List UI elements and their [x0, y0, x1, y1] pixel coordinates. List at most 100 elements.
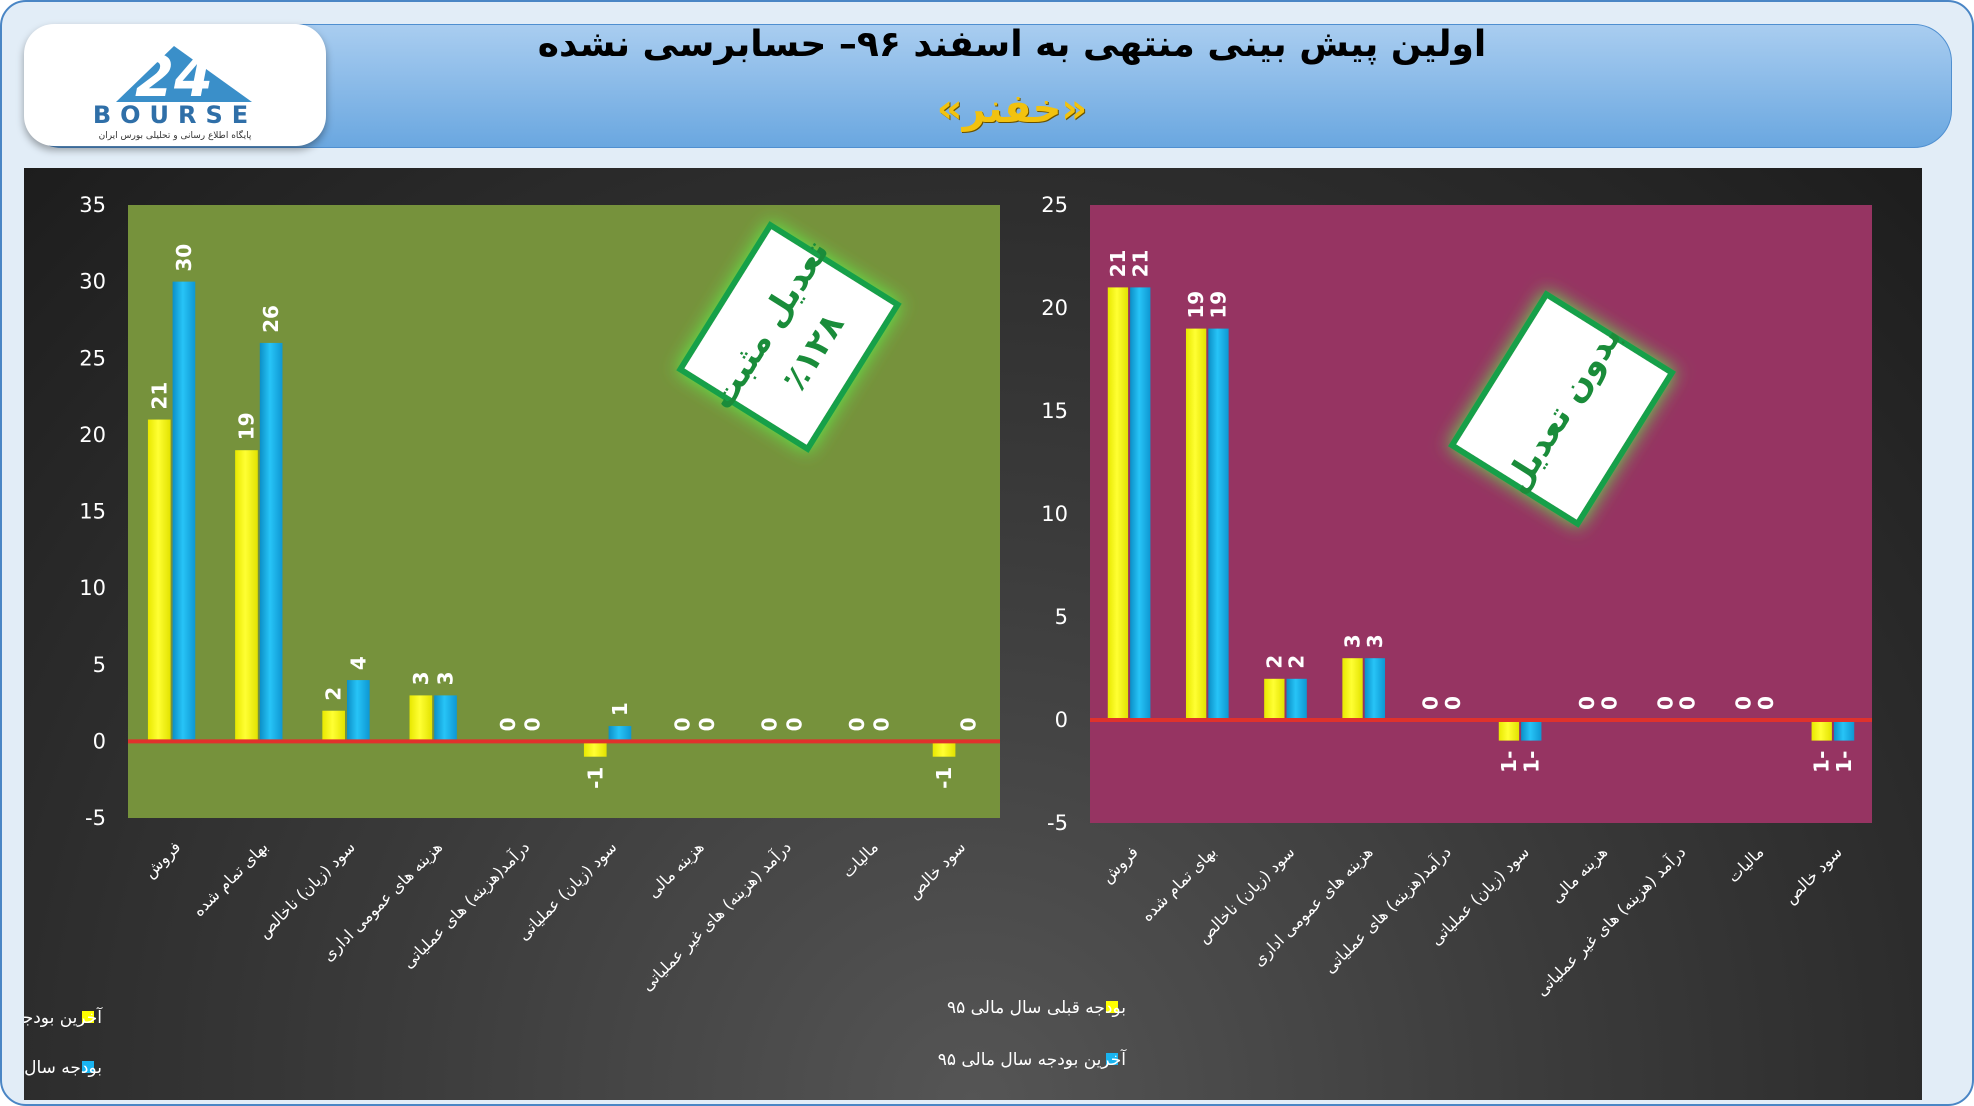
legend-swatch [82, 1061, 94, 1073]
y-tick-label: 15 [79, 500, 106, 524]
bar-yellow [1107, 287, 1129, 720]
data-label: 3 [1341, 634, 1365, 648]
bar-yellow [583, 741, 607, 757]
badge-box [1447, 290, 1677, 528]
y-tick-label: -5 [1047, 811, 1068, 835]
adjustment-badge: بدون تعدیل [1447, 290, 1677, 528]
legend-label: آخرین بودجه سال مالی ۹۵ [24, 1006, 103, 1028]
data-label: 0 [782, 717, 806, 731]
y-tick-label: 0 [1055, 708, 1068, 732]
data-label: 0 [957, 717, 981, 731]
data-label: 0 [521, 717, 545, 731]
x-category-label: درآمد (هزینه) های غیر عملیاتی [637, 837, 795, 995]
data-label: 0 [1676, 696, 1700, 710]
legend-swatch [82, 1011, 94, 1023]
bar-yellow [1342, 658, 1363, 720]
y-tick-label: 20 [1041, 296, 1068, 320]
x-category-label: مالیات [1724, 842, 1768, 886]
bar-blue [259, 342, 283, 742]
data-label: 0 [670, 717, 694, 731]
x-category-label: درآمد(هزینه) های عملیاتی [1320, 842, 1455, 977]
data-label: -1 [932, 767, 956, 789]
bar-blue [1130, 287, 1151, 720]
x-category-label: بهای تمام شده [189, 837, 272, 920]
legend-swatch [1106, 1001, 1118, 1013]
data-label: 19 [234, 412, 258, 440]
page-subtitle: «خفنر» [936, 86, 1088, 132]
y-tick-label: 5 [93, 653, 106, 677]
data-label: 2 [1262, 655, 1286, 669]
data-label: 21 [147, 382, 171, 410]
y-tick-label: 25 [1041, 193, 1068, 217]
bar-blue [172, 281, 196, 742]
data-label: 19 [1184, 291, 1208, 319]
badge-box [676, 221, 902, 453]
logo-tagline: پایگاه اطلاع رسانی و تحلیلی بورس ایران [99, 129, 252, 141]
data-label: -1 [583, 767, 607, 789]
charts-panel: 35 30 25 20 15 10 5 0 -5 21 19 2 3 0 -1 0 0 0 -1 30 26 4 3 0 1 0 0… [2, 168, 1922, 1100]
data-label: 3 [1363, 634, 1387, 648]
y-tick-label: 15 [1041, 399, 1068, 423]
bar-blue [608, 726, 632, 742]
data-label: 0 [695, 717, 719, 731]
bar-yellow [1185, 328, 1207, 720]
data-label: 21 [1128, 250, 1152, 278]
data-label: 4 [346, 656, 370, 670]
data-label: 0 [1754, 696, 1778, 710]
y-tick-label: 35 [79, 193, 106, 217]
legend-label: آخرین بودجه سال مالی ۹۵ [938, 1048, 1128, 1070]
logo-triangle [116, 46, 252, 102]
data-label: 30 [172, 244, 196, 272]
data-label: 0 [1441, 696, 1465, 710]
x-category-label: درآمد (هزینه) های غیر عملیاتی [1532, 842, 1690, 1000]
data-label: 0 [758, 717, 782, 731]
bar-yellow [932, 741, 956, 757]
x-category-label: سود خالص [1781, 842, 1847, 908]
legend-label: بودجه قبلی سال مالی ۹۵ [947, 998, 1126, 1018]
bourse24-logo: 24 BOURSE پایگاه اطلاع رسانی و تحلیلی بو… [24, 24, 326, 146]
y-tick-label: -5 [85, 806, 106, 830]
data-label: 0 [1419, 696, 1443, 710]
x-category-label: هزینه مالی [1547, 842, 1612, 907]
data-label: 1 [608, 702, 632, 716]
bar-blue [1833, 720, 1855, 741]
y-tick-label: 20 [79, 423, 106, 447]
y-tick-label: 10 [79, 576, 106, 600]
x-category-label: هزینه مالی [643, 837, 708, 902]
data-label: 2 [1285, 655, 1309, 669]
data-label: 1- [1519, 751, 1543, 773]
data-label: 3 [434, 671, 458, 685]
bar-yellow [322, 710, 345, 742]
bar-blue [434, 695, 457, 742]
x-category-label: بهای تمام شده [1137, 842, 1220, 925]
data-label: 21 [1106, 250, 1130, 278]
legend-swatch [1106, 1053, 1118, 1065]
data-label: 0 [1575, 696, 1599, 710]
data-label: 0 [845, 717, 869, 731]
data-label: 0 [1597, 696, 1621, 710]
data-label: 19 [1206, 291, 1230, 319]
bar-yellow [147, 419, 171, 742]
logo-number: 24 [135, 45, 213, 110]
bar-blue [1208, 328, 1229, 720]
legend-label: بودجه سال مالی ۹۶ [24, 1058, 102, 1078]
x-category-label: فروش [140, 837, 185, 882]
bar-yellow [1811, 720, 1832, 741]
x-category-label: فروش [1098, 842, 1143, 887]
y-tick-label: 25 [79, 346, 106, 370]
x-category-label: مالیات [838, 837, 882, 881]
bar-blue [347, 680, 370, 742]
data-label: 1- [1497, 751, 1521, 773]
bar-yellow [1264, 678, 1285, 720]
bar-blue [1286, 678, 1307, 720]
data-label: 0 [870, 717, 894, 731]
bar-yellow [235, 450, 258, 742]
logo-wordmark: BOURSE [93, 101, 257, 129]
data-label: 1- [1810, 751, 1834, 773]
data-label: 1- [1832, 751, 1856, 773]
bar-blue [1521, 720, 1542, 741]
data-label: 3 [409, 671, 433, 685]
